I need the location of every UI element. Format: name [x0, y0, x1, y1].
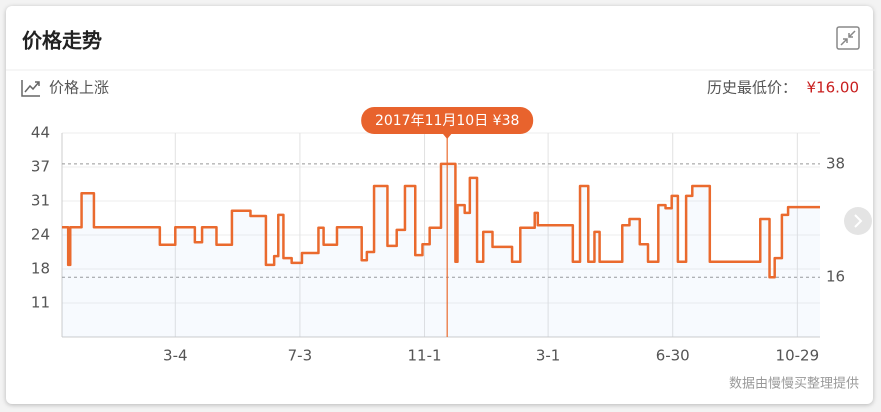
price-card: [6, 6, 873, 404]
y-tick-label: 31: [31, 192, 50, 210]
x-tick-label: 3-4: [163, 347, 188, 365]
collapse-icon[interactable]: [836, 26, 860, 50]
y-tick-label: 37: [31, 158, 50, 176]
y-tick-label: 11: [31, 294, 50, 312]
next-arrow: [854, 214, 863, 228]
trend-label: 价格上涨: [49, 79, 109, 97]
title: 价格走势: [22, 29, 102, 53]
x-tick-label: 11-1: [407, 347, 441, 365]
x-tick-label: 3-1: [536, 347, 561, 365]
y-tick-label: 44: [31, 124, 50, 142]
ref-label: 16: [826, 268, 845, 286]
x-tick-label: 10-29: [776, 347, 820, 365]
tooltip-text: 2017年11月10日 ¥38: [375, 113, 519, 129]
y-tick-label: 24: [31, 226, 50, 244]
tooltip-box: [361, 107, 534, 134]
tooltip-pointer: [442, 133, 453, 139]
y-tick-label: 18: [31, 260, 50, 278]
trend-icon: [21, 80, 40, 97]
x-tick-label: 6-30: [656, 347, 690, 365]
price-line: [62, 162, 820, 279]
x-tick-label: 7-3: [288, 347, 313, 365]
lowest-value: ¥16.00: [807, 79, 860, 97]
ref-label: 38: [826, 154, 845, 172]
next-button[interactable]: [844, 207, 872, 235]
source-note: 数据由慢慢买整理提供: [729, 376, 859, 392]
price-area: [62, 163, 820, 337]
lowest-label: 历史最低价：: [707, 79, 797, 97]
